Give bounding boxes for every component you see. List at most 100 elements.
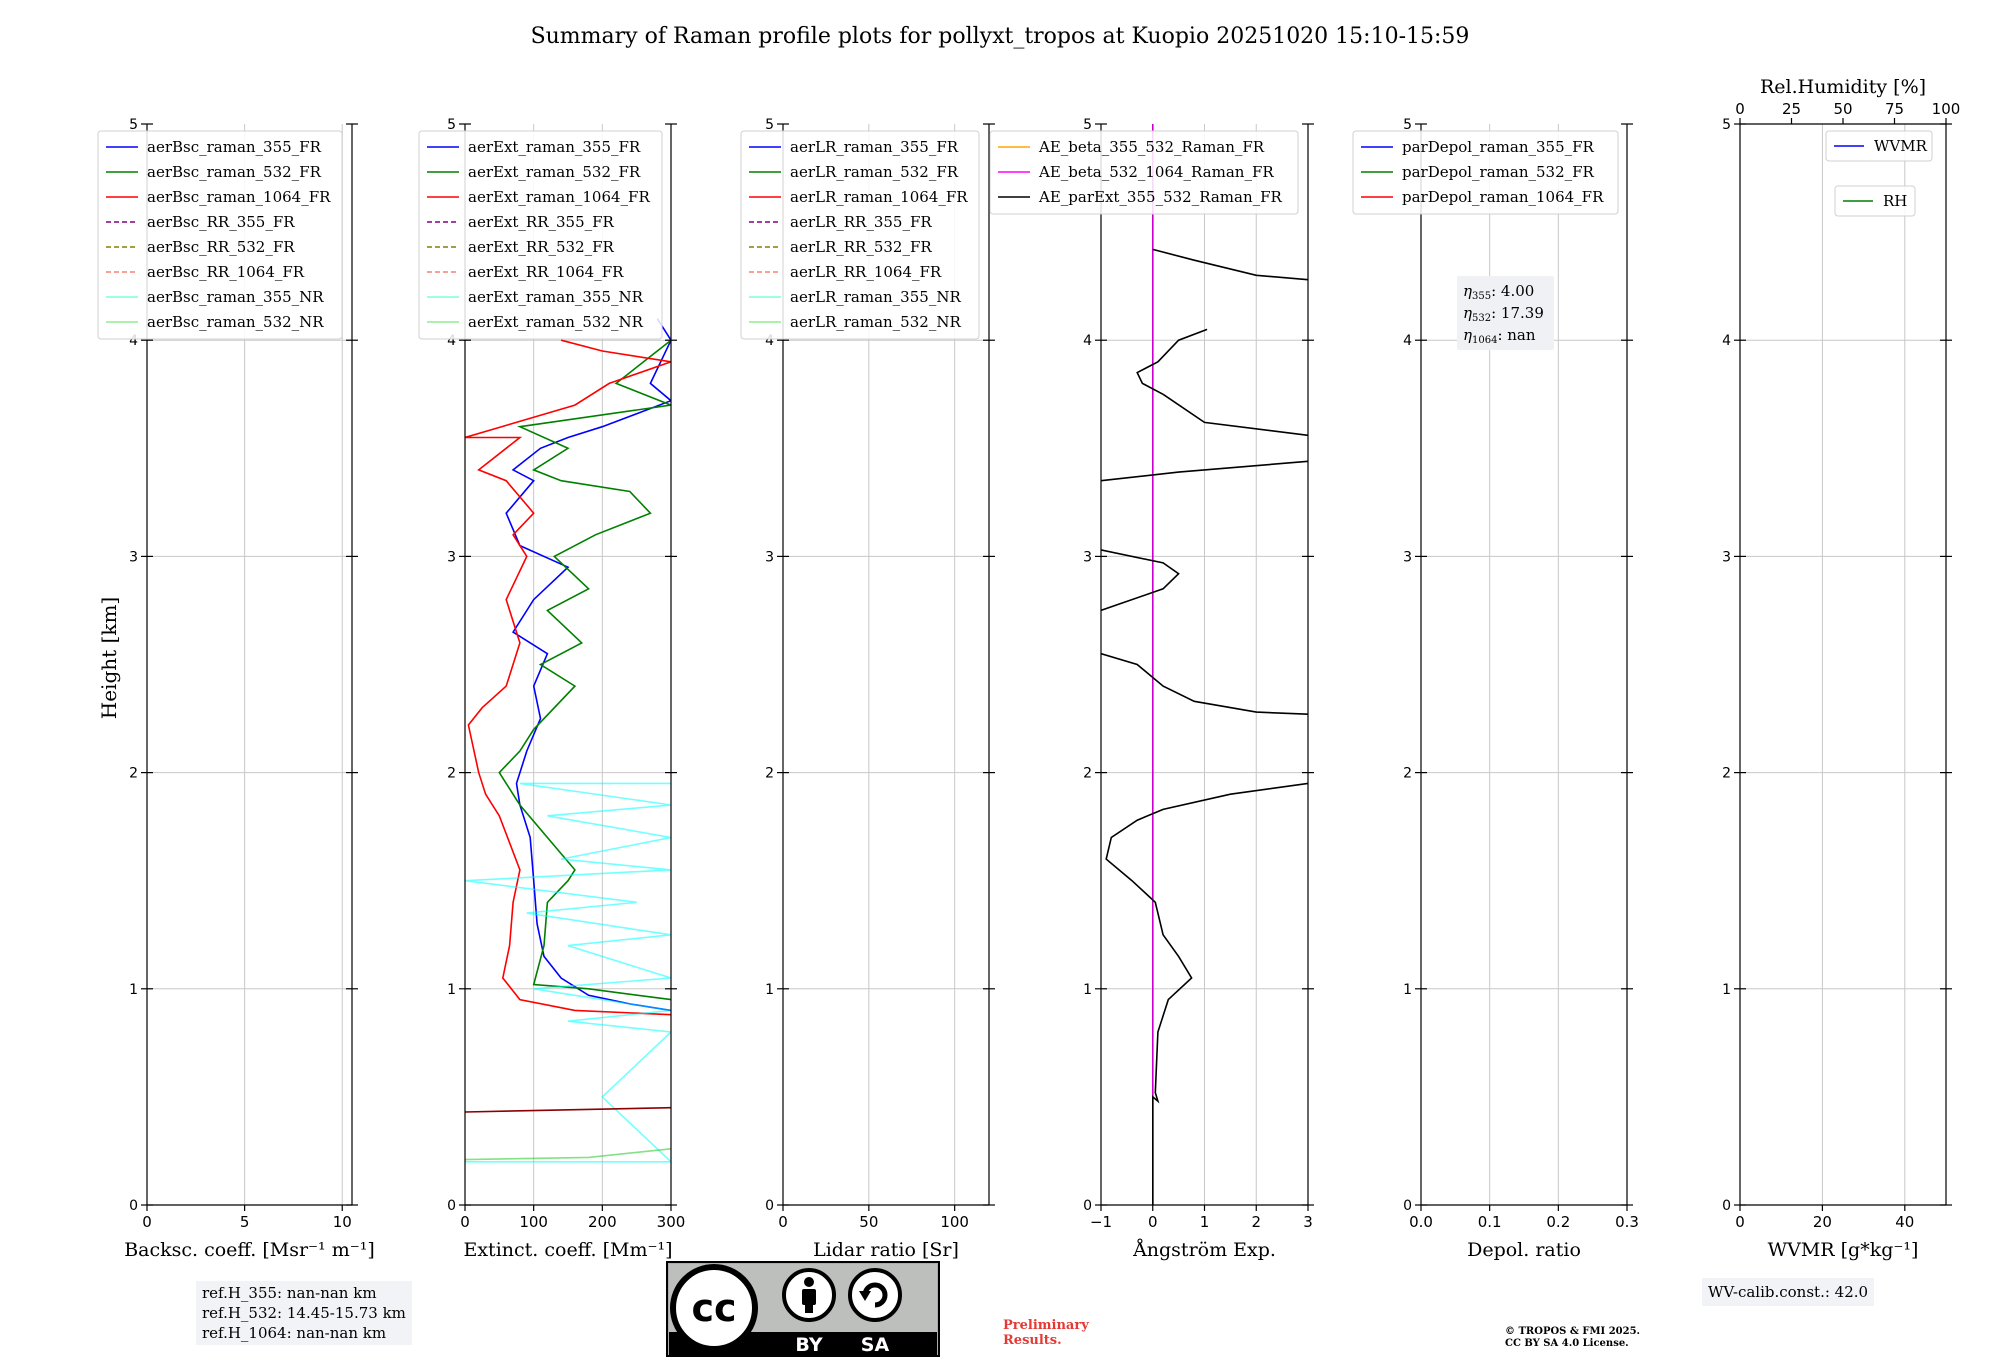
y-tick-label: 3	[1083, 549, 1092, 565]
x-tick-label: 0.1	[1478, 1213, 1502, 1231]
legend-label: aerBsc_raman_1064_FR	[147, 188, 331, 206]
x-tick-label: 3	[1303, 1213, 1313, 1231]
y-tick-label: 2	[1403, 766, 1412, 782]
x-axis-label: Depol. ratio	[1467, 1239, 1581, 1261]
top-tick-label: 25	[1782, 100, 1801, 118]
legend-dep: parDepol_raman_355_FR parDepol_raman_532_…	[1352, 130, 1619, 215]
by-text: BY	[795, 1334, 822, 1356]
legend-box	[97, 130, 343, 340]
x-tick-label: 0	[460, 1213, 470, 1231]
y-tick-label: 2	[129, 766, 138, 782]
y-tick-label: 0	[129, 1198, 138, 1214]
y-tick-label: 2	[765, 766, 774, 782]
y-tick-label: 5	[765, 117, 774, 133]
legend-box	[1352, 130, 1619, 215]
legend-label: aerExt_raman_1064_FR	[468, 188, 650, 206]
legend-label: aerExt_raman_532_FR	[468, 163, 641, 181]
legend-label: aerExt_raman_355_NR	[468, 288, 644, 306]
y-axis-label: Height [km]	[97, 597, 121, 719]
legend-label: aerLR_raman_532_NR	[790, 313, 961, 331]
y-tick-label: 4	[1083, 333, 1092, 349]
legend-ae: AE_beta_355_532_Raman_FR AE_beta_532_1064…	[989, 130, 1299, 215]
cc-text: cc	[691, 1286, 736, 1330]
legend-label: aerExt_RR_355_FR	[468, 213, 615, 231]
y-tick-label: 5	[129, 117, 138, 133]
series-aerExt_raman_532_FR	[498, 339, 671, 1001]
x-tick-label: 100	[519, 1213, 548, 1231]
rh-axis-label: Rel.Humidity [%]	[1760, 76, 1926, 98]
legend-label: aerLR_raman_532_FR	[790, 163, 959, 181]
x-tick-label: 0	[1148, 1213, 1158, 1231]
series-aerExt_overlap	[465, 1106, 671, 1113]
legend-label: AE_beta_355_532_Raman_FR	[1038, 138, 1265, 156]
x-tick-label: 1	[1200, 1213, 1210, 1231]
x-tick-label: 50	[859, 1213, 878, 1231]
legend-ext: aerExt_raman_355_FR aerExt_raman_532_FRae…	[418, 130, 663, 340]
legend-label: aerExt_raman_355_FR	[468, 138, 641, 156]
legend-label: aerBsc_raman_355_NR	[147, 288, 324, 306]
series-AE_parExt_355_532_Raman_FR_c3	[1101, 549, 1180, 612]
y-tick-label: 2	[447, 766, 456, 782]
x-axis-label: Backsc. coeff. [Msr⁻¹ m⁻¹]	[124, 1239, 375, 1261]
legend-label: aerLR_RR_532_FR	[790, 238, 932, 256]
x-tick-label: 0.2	[1546, 1213, 1570, 1231]
top-tick-label: 75	[1885, 100, 1904, 118]
series-AE_parExt_355_532_Raman_FR_c38	[1136, 328, 1208, 396]
legend-label: WVMR	[1874, 137, 1928, 155]
sa-text: SA	[861, 1334, 890, 1356]
legend-label: aerExt_RR_1064_FR	[468, 263, 624, 281]
eta-1064: η1064: nan	[1463, 326, 1536, 346]
top-tick-label: 0	[1735, 100, 1745, 118]
y-tick-label: 1	[129, 982, 138, 998]
y-tick-label: 5	[1722, 117, 1731, 133]
legend-label: aerExt_raman_532_NR	[468, 313, 644, 331]
series-aerExt_raman_532_NR	[465, 1148, 671, 1161]
top-tick-label: 100	[1932, 100, 1961, 118]
series-AE_parExt_355_532_Raman_FR_low	[1105, 782, 1308, 1205]
legend-label: AE_parExt_355_532_Raman_FR	[1038, 188, 1283, 206]
x-tick-label: 20	[1813, 1213, 1832, 1231]
series-AE_parExt_355_532_Raman_FR_top	[1152, 248, 1308, 281]
series-aerExt_raman_1064_FR	[465, 339, 671, 1016]
y-tick-label: 1	[1083, 982, 1092, 998]
legend-label: RH	[1883, 192, 1907, 210]
legend-box	[1834, 185, 1916, 217]
copyright-line-1: © TROPOS & FMI 2025.	[1505, 1326, 1641, 1337]
y-tick-label: 0	[447, 1198, 456, 1214]
legend-label: aerLR_RR_1064_FR	[790, 263, 942, 281]
legend-box	[1825, 130, 1933, 162]
preliminary-line-2: Results.	[1003, 1333, 1062, 1348]
y-tick-label: 5	[1403, 117, 1412, 133]
figure-title: Summary of Raman profile plots for polly…	[531, 24, 1470, 49]
legend-label: AE_beta_532_1064_Raman_FR	[1038, 163, 1274, 181]
y-tick-label: 1	[1722, 982, 1731, 998]
y-tick-label: 4	[765, 333, 774, 349]
legend-label: aerBsc_raman_532_FR	[147, 163, 322, 181]
x-axis-label: WVMR [g*kg⁻¹]	[1768, 1239, 1919, 1261]
y-tick-label: 4	[1403, 333, 1412, 349]
series-AE_parExt_355_532_Raman_FR_c36	[1162, 393, 1308, 437]
y-tick-label: 4	[447, 333, 456, 349]
panel-ext: 0 1 2 3 4 5 0 100 200 300 Extinct. coeff. [Mm⁻¹] ae…	[418, 117, 686, 1261]
y-tick-label: 3	[1403, 549, 1412, 565]
legend-label: aerLR_raman_1064_FR	[790, 188, 968, 206]
y-tick-label: 2	[1083, 766, 1092, 782]
ref-height-532: ref.H_532: 14.45-15.73 km	[202, 1304, 406, 1322]
legend-bsc: aerBsc_raman_355_FR aerBsc_raman_532_FRae…	[97, 130, 343, 340]
x-tick-label: 0.0	[1409, 1213, 1433, 1231]
x-tick-label: 100	[940, 1213, 969, 1231]
series-AE_parExt_355_532_Raman_FR_mid	[1101, 652, 1308, 715]
ref-height-355: ref.H_355: nan-nan km	[202, 1284, 377, 1302]
y-tick-label: 3	[765, 549, 774, 565]
x-tick-label: −1	[1090, 1213, 1112, 1231]
legend-box	[740, 130, 980, 340]
y-tick-label: 0	[1403, 1198, 1412, 1214]
legend-box	[989, 130, 1299, 215]
y-tick-label: 5	[447, 117, 456, 133]
legend-label: aerBsc_raman_355_FR	[147, 138, 322, 156]
x-tick-label: 300	[657, 1213, 686, 1231]
